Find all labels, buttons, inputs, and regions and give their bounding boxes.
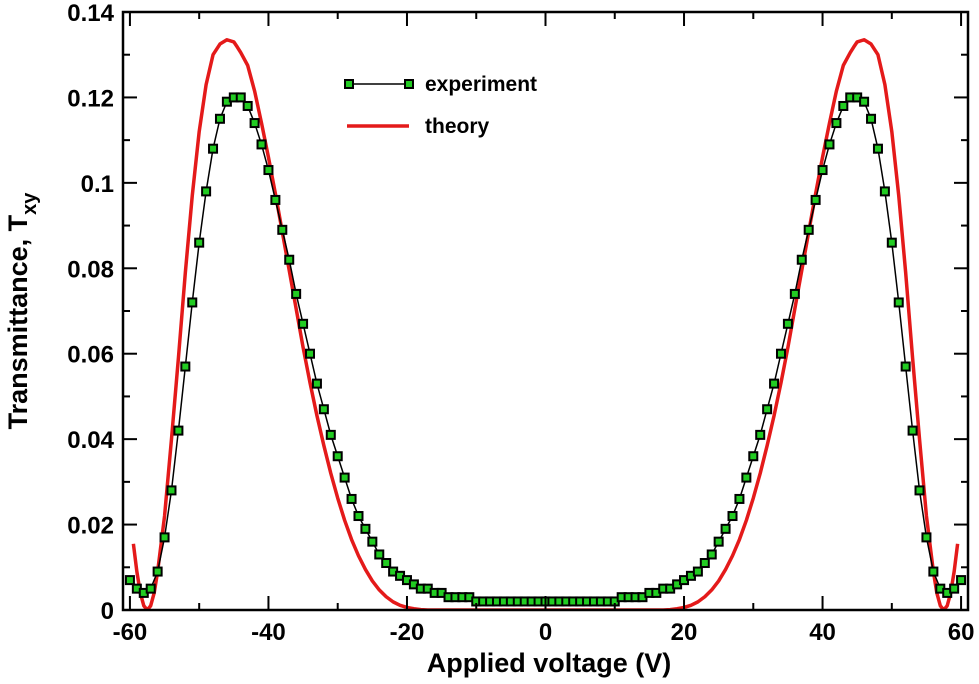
experiment-point	[208, 143, 219, 154]
experiment-point	[201, 186, 212, 197]
experiment-point	[256, 139, 267, 150]
experiment-point	[775, 348, 786, 359]
experiment-point	[194, 237, 205, 248]
y-tick-label: 0.02	[67, 513, 114, 540]
experiment-point	[318, 404, 329, 415]
legend: experiment theory	[344, 73, 537, 138]
experiment-point	[914, 485, 925, 496]
experiment-point	[727, 511, 738, 522]
experiment-point	[173, 425, 184, 436]
experiment-point	[311, 378, 322, 389]
experiment-point	[332, 451, 343, 462]
experiment-point	[872, 143, 883, 154]
experiment-point	[367, 536, 378, 547]
experiment-point	[748, 451, 759, 462]
y-tick-label: 0.14	[67, 0, 114, 27]
y-tick-label: 0.12	[67, 85, 114, 112]
axis-layer: -60 -40 -20 0 20 40 60 0 0.02 0.04 0.06 0.08 0.1 0.12…	[67, 0, 974, 646]
experiment-point	[755, 429, 766, 440]
legend-experiment-marker-right	[404, 79, 414, 89]
experiment-point	[720, 523, 731, 534]
experiment-point	[782, 318, 793, 329]
x-tick-label: 40	[809, 619, 836, 646]
experiment-point	[353, 511, 364, 522]
experiment-point	[713, 536, 724, 547]
experiment-point	[339, 472, 350, 483]
experiment-point	[298, 318, 309, 329]
x-tick-label: -20	[390, 619, 425, 646]
experiment-point	[699, 558, 710, 569]
x-tick-label: 20	[671, 619, 698, 646]
experiment-point	[762, 404, 773, 415]
y-axis-title-subscript: xy	[19, 192, 41, 215]
experiment-point	[325, 429, 336, 440]
experiment-point	[879, 186, 890, 197]
experiment-point	[284, 254, 295, 265]
y-tick-label: 0.06	[67, 342, 114, 369]
experiment-point	[242, 100, 253, 111]
experiment-point	[769, 378, 780, 389]
series-layer	[124, 38, 967, 610]
y-tick-label: 0	[101, 598, 114, 625]
experiment-point	[249, 118, 260, 129]
experiment-point	[277, 224, 288, 235]
y-tick-label: 0.08	[67, 256, 114, 283]
experiment-point	[824, 139, 835, 150]
experiment-point	[796, 254, 807, 265]
x-tick-label: 0	[539, 619, 552, 646]
experiment-point	[152, 566, 163, 577]
experiment-point	[789, 288, 800, 299]
x-tick-label: -40	[251, 619, 286, 646]
experiment-point	[949, 583, 960, 594]
series-theory-line	[131, 38, 960, 610]
experiment-point	[374, 549, 385, 560]
experiment-point	[741, 472, 752, 483]
experiment-point	[956, 575, 967, 586]
experiment-point	[803, 224, 814, 235]
experiment-point	[859, 96, 870, 107]
experiment-point	[907, 425, 918, 436]
x-axis-title: Applied voltage (V)	[427, 648, 672, 678]
experiment-point	[187, 297, 198, 308]
experiment-point	[291, 288, 302, 299]
experiment-point	[263, 165, 274, 176]
experiment-point	[831, 118, 842, 129]
experiment-point	[180, 361, 191, 372]
experiment-point	[866, 113, 877, 124]
y-tick-label: 0.1	[81, 171, 114, 198]
experiment-point	[810, 194, 821, 205]
experiment-point	[159, 532, 170, 543]
legend-experiment-label: experiment	[425, 73, 537, 96]
experiment-point	[270, 194, 281, 205]
experiment-point	[145, 583, 156, 594]
experiment-point	[124, 575, 135, 586]
experiment-point	[900, 361, 911, 372]
experiment-point	[921, 532, 932, 543]
experiment-point	[214, 113, 225, 124]
experiment-point	[886, 237, 897, 248]
legend-theory-label: theory	[425, 115, 490, 138]
experiment-point	[734, 493, 745, 504]
experiment-point	[346, 493, 357, 504]
experiment-point	[235, 92, 246, 103]
x-tick-label: -60	[113, 619, 148, 646]
experiment-point	[706, 549, 717, 560]
experiment-point	[893, 297, 904, 308]
experiment-point	[817, 165, 828, 176]
series-experiment-line	[129, 96, 962, 603]
y-axis-title-main: Transmittance, T	[3, 214, 33, 429]
y-tick-label: 0.04	[67, 427, 114, 454]
experiment-point	[928, 566, 939, 577]
experiment-point	[360, 523, 371, 534]
experiment-point	[692, 566, 703, 577]
experiment-point	[838, 100, 849, 111]
experiment-point	[381, 558, 392, 569]
y-axis-title: Transmittance, Txy	[3, 192, 41, 430]
experiment-point	[166, 485, 177, 496]
x-tick-label: 60	[948, 619, 975, 646]
experiment-point	[305, 348, 316, 359]
legend-experiment-marker-left	[344, 79, 354, 89]
